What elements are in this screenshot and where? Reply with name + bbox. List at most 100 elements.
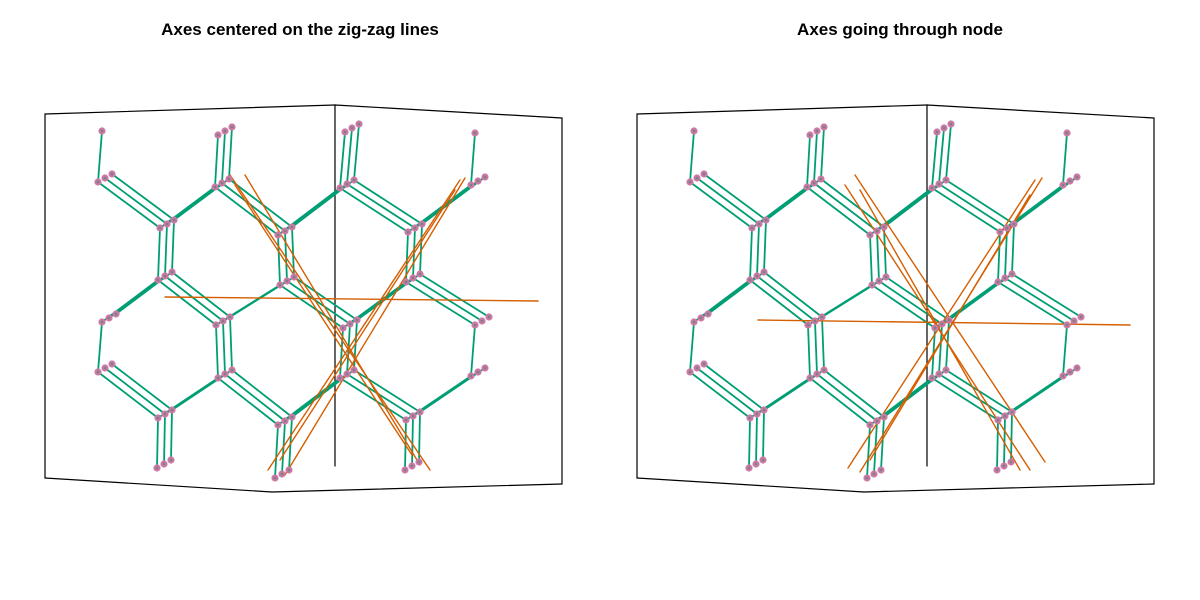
bond bbox=[221, 130, 226, 184]
node-center bbox=[762, 408, 766, 412]
node-center bbox=[230, 125, 234, 129]
bond bbox=[346, 373, 414, 417]
node-center bbox=[476, 179, 480, 183]
bond bbox=[419, 273, 490, 318]
node-center bbox=[214, 323, 218, 327]
node-center bbox=[417, 460, 421, 464]
node-center bbox=[216, 133, 220, 137]
node-center bbox=[750, 226, 754, 230]
bond bbox=[871, 284, 936, 329]
node-center bbox=[480, 319, 484, 323]
bond bbox=[938, 127, 945, 185]
bond bbox=[1062, 132, 1068, 186]
bond bbox=[689, 321, 695, 373]
bond bbox=[869, 234, 873, 286]
node-center bbox=[1075, 366, 1079, 370]
bond bbox=[164, 275, 224, 322]
node-center bbox=[1072, 319, 1076, 323]
box-edge bbox=[863, 483, 1155, 493]
node-center bbox=[815, 372, 819, 376]
bond bbox=[1011, 367, 1078, 413]
node-center bbox=[755, 274, 759, 278]
bond bbox=[411, 415, 414, 467]
node-center bbox=[695, 176, 699, 180]
node-center bbox=[110, 362, 114, 366]
bond bbox=[997, 231, 1001, 283]
bond bbox=[703, 363, 765, 411]
box-edge bbox=[334, 104, 563, 119]
node-center bbox=[469, 374, 473, 378]
node-center bbox=[290, 225, 294, 229]
node-center bbox=[949, 122, 953, 126]
node-center bbox=[820, 315, 824, 319]
node-center bbox=[1079, 315, 1083, 319]
node-center bbox=[1012, 222, 1016, 226]
bond bbox=[689, 130, 695, 183]
bond bbox=[291, 179, 355, 228]
bond bbox=[999, 184, 1064, 233]
node-center bbox=[806, 323, 810, 327]
node-center bbox=[350, 126, 354, 130]
bond bbox=[703, 173, 767, 221]
bond bbox=[222, 320, 226, 375]
node-center bbox=[813, 319, 817, 323]
bond bbox=[931, 131, 938, 189]
node-center bbox=[285, 279, 289, 283]
bond bbox=[228, 126, 233, 180]
bond bbox=[869, 377, 933, 426]
bond bbox=[1011, 223, 1015, 275]
node-center bbox=[487, 315, 491, 319]
axis-line bbox=[267, 179, 461, 471]
node-center bbox=[1010, 410, 1014, 414]
node-center bbox=[172, 218, 176, 222]
bond bbox=[820, 126, 825, 180]
bond bbox=[1006, 180, 1071, 229]
node-center bbox=[808, 376, 812, 380]
node-center bbox=[692, 320, 696, 324]
node-center bbox=[1075, 175, 1079, 179]
node-center bbox=[469, 183, 473, 187]
node-center bbox=[276, 423, 280, 427]
bond bbox=[277, 187, 341, 236]
bond bbox=[763, 271, 823, 318]
box-edge bbox=[44, 477, 273, 493]
bond bbox=[813, 182, 878, 232]
node-center bbox=[345, 182, 349, 186]
node-center bbox=[100, 320, 104, 324]
bond bbox=[286, 280, 351, 325]
bond bbox=[353, 369, 421, 413]
bond bbox=[756, 223, 760, 277]
node-center bbox=[483, 366, 487, 370]
node-center bbox=[155, 466, 159, 470]
node-center bbox=[355, 318, 359, 322]
node-center bbox=[170, 270, 174, 274]
bond bbox=[693, 279, 751, 323]
bond bbox=[931, 187, 1001, 233]
bond bbox=[945, 123, 952, 181]
bond bbox=[97, 130, 103, 183]
bond bbox=[277, 377, 341, 426]
axis-line bbox=[869, 194, 1031, 461]
bond bbox=[171, 271, 231, 318]
bond bbox=[353, 123, 360, 181]
bond bbox=[470, 324, 476, 377]
bond bbox=[111, 173, 175, 221]
bond bbox=[284, 230, 288, 282]
node-center bbox=[947, 318, 951, 322]
node-center bbox=[411, 414, 415, 418]
node-center bbox=[1061, 374, 1065, 378]
node-center bbox=[1010, 272, 1014, 276]
bond bbox=[806, 186, 871, 236]
node-center bbox=[812, 181, 816, 185]
node-center bbox=[1065, 323, 1069, 327]
node-center bbox=[996, 280, 1000, 284]
node-center bbox=[868, 423, 872, 427]
bond bbox=[749, 279, 809, 326]
bond bbox=[104, 367, 166, 415]
bond bbox=[938, 373, 1006, 417]
node-center bbox=[163, 412, 167, 416]
node-center bbox=[748, 278, 752, 282]
bond bbox=[878, 280, 943, 325]
node-center bbox=[352, 368, 356, 372]
